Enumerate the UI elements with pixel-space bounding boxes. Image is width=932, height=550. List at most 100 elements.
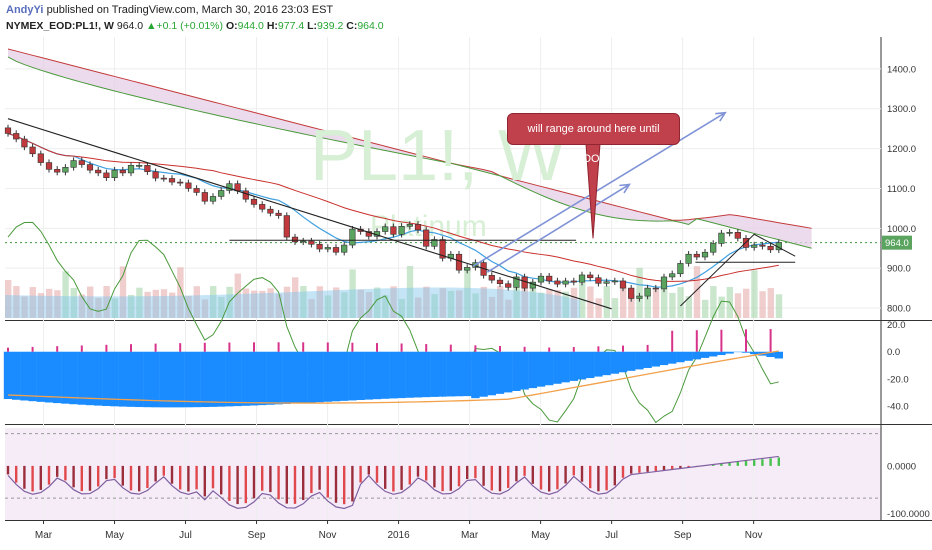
macd-bar: [725, 351, 734, 354]
candle: [62, 164, 69, 176]
macd-bar: [766, 351, 775, 358]
last-price: 964.0: [116, 20, 144, 32]
momentum-bar: [375, 465, 379, 483]
macd-tick: [326, 342, 329, 352]
candle: [685, 251, 692, 267]
momentum-bar: [441, 465, 444, 492]
candle: [193, 185, 200, 196]
momentum-bar: [548, 465, 551, 492]
macd-bar: [85, 351, 95, 406]
candle: [382, 223, 389, 235]
macd-bar: [692, 351, 701, 360]
macd-tick: [572, 347, 575, 352]
momentum-bar: [367, 465, 370, 475]
y-tick-label: 20.0: [887, 320, 906, 331]
candle: [595, 274, 602, 287]
candle: [431, 236, 438, 250]
macd-bar: [3, 351, 13, 400]
annotation-callout[interactable]: will range around here until BOOM.: [507, 113, 680, 165]
macd-tick: [203, 342, 206, 352]
candle: [611, 277, 618, 285]
macd-pane: [3, 329, 783, 408]
momentum-bar: [236, 465, 239, 505]
y-tick-label: -100.0000: [887, 509, 930, 520]
candle: [341, 241, 348, 256]
momentum-bar: [392, 465, 395, 492]
macd-bar: [135, 351, 144, 408]
candle: [4, 124, 12, 137]
candle: [570, 277, 577, 286]
macd-tick: [745, 329, 747, 352]
author-link[interactable]: AndyYi: [6, 4, 44, 16]
candle: [619, 277, 627, 292]
macd-bar: [504, 351, 513, 393]
momentum-bar: [736, 461, 739, 466]
macd-tick: [622, 345, 624, 352]
macd-tick: [646, 344, 649, 352]
target-arrow-lower: [486, 183, 630, 273]
momentum-bar: [621, 465, 625, 478]
candle: [201, 189, 208, 205]
momentum-bar: [170, 465, 174, 484]
macd-tick: [351, 342, 354, 352]
macd-bar: [118, 351, 127, 407]
momentum-bar: [662, 465, 666, 471]
x-tick-label: Sep: [674, 530, 692, 541]
publish-line: AndyYi published on TradingView.com, Mar…: [6, 4, 333, 16]
macd-bar: [602, 351, 611, 376]
momentum-bar: [646, 465, 649, 472]
macd-bar: [69, 351, 78, 405]
momentum-bar: [261, 465, 264, 491]
momentum-bar: [47, 465, 51, 485]
macd-bar: [36, 351, 45, 402]
x-tick-label: Nov: [745, 530, 763, 541]
momentum-bar: [753, 460, 756, 466]
price-candles: [4, 124, 782, 302]
momentum-bar: [211, 465, 215, 489]
momentum-bar: [482, 465, 485, 486]
macd-bar: [594, 351, 603, 377]
macd-bar: [717, 351, 726, 356]
y-tick-label: 1300.0: [887, 104, 916, 115]
macd-bar: [299, 351, 308, 404]
macd-bar: [545, 351, 554, 386]
macd-bar: [364, 351, 373, 400]
candle: [152, 168, 159, 182]
macd-bar: [340, 351, 349, 401]
candle: [54, 166, 61, 176]
candle: [546, 272, 553, 285]
momentum-bar: [777, 457, 780, 466]
candle: [701, 249, 709, 261]
symbol-title[interactable]: NYMEX_EOD:PL1!, W: [6, 20, 114, 32]
momentum-bar: [318, 465, 321, 490]
high-value: 977.4: [277, 20, 305, 32]
candle: [267, 205, 274, 217]
candle: [628, 284, 635, 302]
macd-tick: [474, 345, 477, 352]
momentum-bar: [539, 465, 543, 490]
candle: [177, 178, 184, 187]
momentum-bar: [277, 465, 280, 500]
macd-bar: [233, 351, 242, 407]
macd-tick: [130, 344, 132, 352]
candle: [496, 276, 504, 287]
momentum-bar: [712, 464, 715, 466]
wedge-lines: [680, 233, 796, 307]
macd-tick: [720, 329, 723, 352]
macd-bar: [618, 351, 628, 373]
candle: [13, 130, 20, 143]
macd-tick: [154, 343, 157, 352]
momentum-bar: [31, 465, 34, 492]
macd-bar: [94, 351, 103, 406]
last-price-badge: [882, 235, 912, 250]
macd-bar: [102, 351, 111, 406]
candle: [332, 244, 340, 256]
momentum-bar: [121, 465, 124, 486]
candle: [587, 271, 594, 281]
macd-tick: [80, 345, 83, 352]
candle: [316, 241, 323, 253]
macd-bar: [750, 351, 759, 355]
macd-bar: [307, 351, 316, 403]
momentum-bar: [466, 465, 469, 480]
